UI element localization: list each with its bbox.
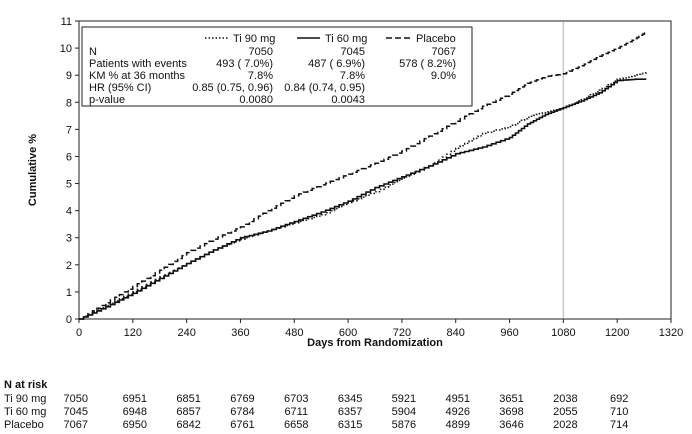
- legend-value: 7050: [249, 46, 273, 58]
- legend-value: 0.85 (0.75, 0.96): [192, 82, 273, 94]
- series-line-ti-90-mg: [79, 72, 648, 320]
- x-axis-title: Days from Randomization: [307, 337, 443, 349]
- risk-value: 3698: [499, 406, 523, 418]
- y-tick-label: 3: [66, 233, 72, 245]
- risk-value: 5904: [392, 406, 416, 418]
- x-tick-label: 240: [177, 327, 195, 339]
- risk-value: 6345: [338, 393, 362, 405]
- x-tick-label: 1080: [551, 327, 575, 339]
- y-tick-label: 7: [66, 124, 72, 136]
- risk-value: 6703: [284, 393, 308, 405]
- y-tick-label: 10: [60, 43, 72, 55]
- legend-value: 493 ( 7.0%): [216, 58, 273, 70]
- x-tick-label: 720: [393, 327, 411, 339]
- risk-value: 4926: [445, 406, 469, 418]
- risk-value: 3651: [499, 393, 523, 405]
- series-line-placebo: [79, 31, 648, 320]
- x-tick-label: 1200: [605, 327, 629, 339]
- risk-value: 6761: [230, 419, 254, 431]
- legend-value: 578 ( 8.2%): [399, 58, 456, 70]
- legend-value: 0.0080: [239, 94, 273, 106]
- y-tick-label: 11: [61, 16, 72, 28]
- y-tick-label: 1: [66, 287, 72, 299]
- y-tick-label: 4: [66, 206, 72, 218]
- legend-row-label: Patients with events: [89, 58, 187, 70]
- risk-value: 6857: [176, 406, 200, 418]
- risk-value: 4951: [445, 393, 469, 405]
- y-axis: 0 1 2 3 4 5 6 7 8 9 10 11: [60, 16, 79, 326]
- legend-header-ti60: Ti 60 mg: [325, 33, 367, 45]
- legend-value: 7067: [432, 46, 456, 58]
- risk-value: 6842: [176, 419, 200, 431]
- risk-value: 2055: [553, 406, 577, 418]
- legend-row-label: p-value: [89, 94, 125, 106]
- y-tick-label: 5: [66, 179, 72, 191]
- x-tick-label: 960: [500, 327, 518, 339]
- x-tick-label: 600: [339, 327, 357, 339]
- legend-row-label: KM % at 36 months: [89, 70, 185, 82]
- legend-value: 7.8%: [340, 70, 365, 82]
- risk-value: 710: [610, 406, 628, 418]
- legend-frame: [81, 26, 473, 107]
- series-line-ti-60-mg: [79, 78, 647, 320]
- risk-table-values: 7050 6951 6851 6769 6703 6345 5921 4951 3651 2038…: [64, 393, 629, 431]
- risk-row-label: Ti 90 mg: [4, 393, 46, 405]
- x-tick-label: 0: [76, 327, 82, 339]
- x-axis: 0 120 240 360 480 600 720 840 960 1080 1200 1320: [76, 319, 683, 339]
- risk-table-title: N at risk: [4, 379, 48, 391]
- risk-value: 6711: [284, 406, 308, 418]
- legend-header-placebo: Placebo: [416, 33, 456, 45]
- risk-value: 7067: [64, 419, 88, 431]
- risk-value: 5876: [392, 419, 416, 431]
- legend-value: 487 ( 6.9%): [308, 58, 365, 70]
- x-tick-label: 360: [231, 327, 249, 339]
- plot-frame: [78, 20, 672, 320]
- x-tick-label: 1320: [659, 327, 683, 339]
- risk-value: 2028: [553, 419, 577, 431]
- series-layer: [79, 31, 648, 320]
- risk-value: 6357: [338, 406, 362, 418]
- risk-value: 6948: [123, 406, 147, 418]
- y-axis-title: Cumulative %: [27, 134, 39, 206]
- y-tick-label: 0: [66, 314, 72, 326]
- risk-value: 2038: [553, 393, 577, 405]
- legend-box: Ti 90 mg Ti 60 mg Placebo N 7050 7045 70…: [81, 26, 473, 107]
- risk-value: 692: [610, 393, 628, 405]
- y-tick-label: 6: [66, 151, 72, 163]
- risk-value: 6784: [230, 406, 254, 418]
- risk-value: 6851: [176, 393, 200, 405]
- risk-value: 6315: [338, 419, 362, 431]
- risk-value: 4899: [445, 419, 469, 431]
- legend-value: 7045: [341, 46, 365, 58]
- legend-header-ti90: Ti 90 mg: [233, 33, 275, 45]
- x-tick-label: 120: [124, 327, 142, 339]
- risk-row-label: Placebo: [4, 419, 44, 431]
- legend-value: 0.84 (0.74, 0.95): [284, 82, 365, 94]
- y-tick-label: 9: [66, 70, 72, 82]
- risk-value: 6769: [230, 393, 254, 405]
- risk-value: 5921: [392, 393, 416, 405]
- legend-row-label: HR (95% CI): [89, 82, 151, 94]
- risk-value: 6951: [123, 393, 147, 405]
- risk-value: 6658: [284, 419, 308, 431]
- y-tick-label: 2: [66, 260, 72, 272]
- x-tick-label: 840: [447, 327, 465, 339]
- legend-value: 0.0043: [331, 94, 365, 106]
- risk-value: 714: [610, 419, 628, 431]
- risk-value: 7045: [64, 406, 88, 418]
- risk-value: 6950: [123, 419, 147, 431]
- legend-value: 9.0%: [431, 70, 456, 82]
- risk-value: 7050: [64, 393, 88, 405]
- y-tick-label: 8: [66, 97, 72, 109]
- legend-row-label: N: [89, 46, 97, 58]
- risk-row-label: Ti 60 mg: [4, 406, 46, 418]
- x-tick-label: 480: [285, 327, 303, 339]
- legend-value: 7.8%: [248, 70, 273, 82]
- risk-value: 3646: [499, 419, 523, 431]
